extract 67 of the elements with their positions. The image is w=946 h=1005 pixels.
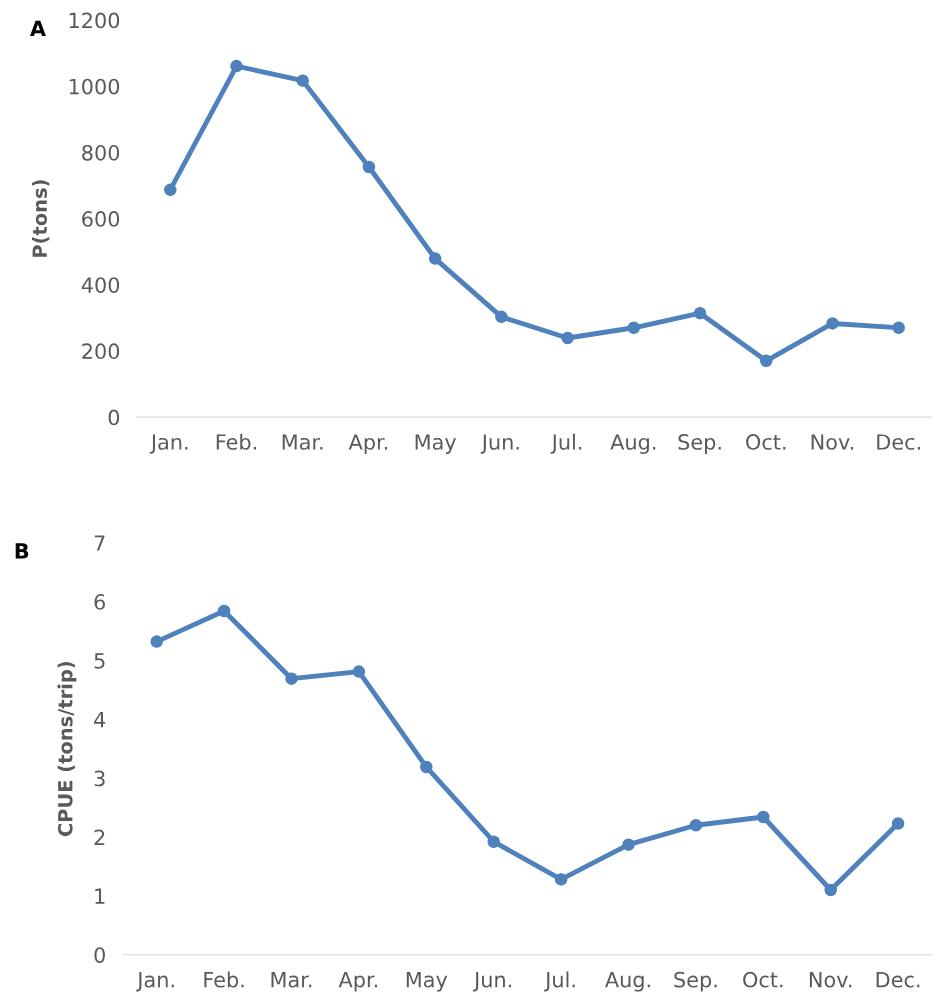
point bbox=[230, 59, 243, 73]
point bbox=[689, 818, 703, 832]
point bbox=[693, 306, 707, 320]
point bbox=[150, 635, 163, 648]
x-tick-label: Nov. bbox=[811, 434, 854, 450]
x-tick-label: Aug. bbox=[610, 434, 656, 454]
y-tick-label: 7 bbox=[94, 535, 105, 551]
y-tick-label: 1200 bbox=[69, 12, 120, 29]
y-tick-label: 800 bbox=[82, 144, 120, 161]
point bbox=[826, 317, 839, 330]
y-tick-label: 0 bbox=[108, 409, 120, 426]
point bbox=[554, 873, 568, 886]
x-tick-label: May bbox=[415, 434, 457, 454]
point bbox=[362, 160, 376, 174]
x-tick-label: Apr. bbox=[348, 434, 388, 454]
point bbox=[891, 817, 905, 830]
x-tick-label: Nov. bbox=[809, 972, 852, 988]
x-tick-label: Jul. bbox=[550, 433, 582, 454]
x-tick-label: Jun. bbox=[480, 434, 519, 454]
x-tick-label: Mar. bbox=[282, 434, 323, 450]
y-tick-label: 5 bbox=[94, 653, 105, 669]
x-tick-label: Jan. bbox=[136, 972, 174, 992]
x-tick-label: Jul. bbox=[544, 971, 575, 992]
x-tick-label: Oct. bbox=[743, 971, 783, 988]
y-tick-label: 0 bbox=[94, 947, 105, 963]
y-tick-label: 3 bbox=[94, 770, 105, 787]
y-tick-label: 4 bbox=[94, 712, 106, 728]
point bbox=[892, 321, 905, 335]
point bbox=[495, 310, 508, 324]
y-tick-label: 200 bbox=[82, 343, 120, 360]
point bbox=[285, 672, 298, 685]
point bbox=[487, 835, 500, 848]
point bbox=[352, 665, 366, 678]
point bbox=[760, 354, 773, 368]
point bbox=[627, 321, 641, 335]
point bbox=[561, 331, 574, 345]
point bbox=[217, 604, 231, 618]
x-tick-label: Feb. bbox=[216, 433, 256, 450]
point bbox=[757, 810, 770, 824]
x-tick-label: Dec. bbox=[876, 972, 920, 988]
text: A bbox=[29, 20, 46, 36]
y-tick-label: 1000 bbox=[69, 78, 120, 95]
y-axis-title: P(tons) bbox=[32, 180, 50, 257]
y-tick-label: 6 bbox=[94, 594, 105, 610]
y-tick-label: 1 bbox=[95, 888, 105, 904]
x-tick-label: Jan. bbox=[149, 434, 188, 454]
point bbox=[824, 883, 837, 897]
y-tick-label: 2 bbox=[94, 829, 105, 845]
point bbox=[420, 760, 433, 774]
point bbox=[296, 74, 309, 87]
text: B bbox=[15, 543, 29, 559]
x-tick-label: Apr. bbox=[338, 972, 378, 992]
point bbox=[428, 252, 442, 265]
y-tick-label: 600 bbox=[82, 211, 120, 227]
x-tick-label: Sep. bbox=[674, 971, 717, 992]
y-axis-title: CPUE (tons/trip) bbox=[57, 662, 77, 837]
y-tick-label: 400 bbox=[81, 277, 120, 293]
x-tick-label: Sep. bbox=[678, 434, 721, 454]
x-tick-label: Oct. bbox=[746, 434, 786, 450]
x-tick-label: Mar. bbox=[271, 972, 312, 988]
point bbox=[164, 183, 177, 197]
point bbox=[622, 838, 635, 851]
x-tick-label: Aug. bbox=[605, 972, 650, 992]
x-tick-label: Dec. bbox=[877, 434, 920, 450]
x-tick-label: May bbox=[406, 972, 448, 992]
x-tick-label: Feb. bbox=[204, 971, 244, 988]
x-tick-label: Jun. bbox=[473, 972, 512, 992]
